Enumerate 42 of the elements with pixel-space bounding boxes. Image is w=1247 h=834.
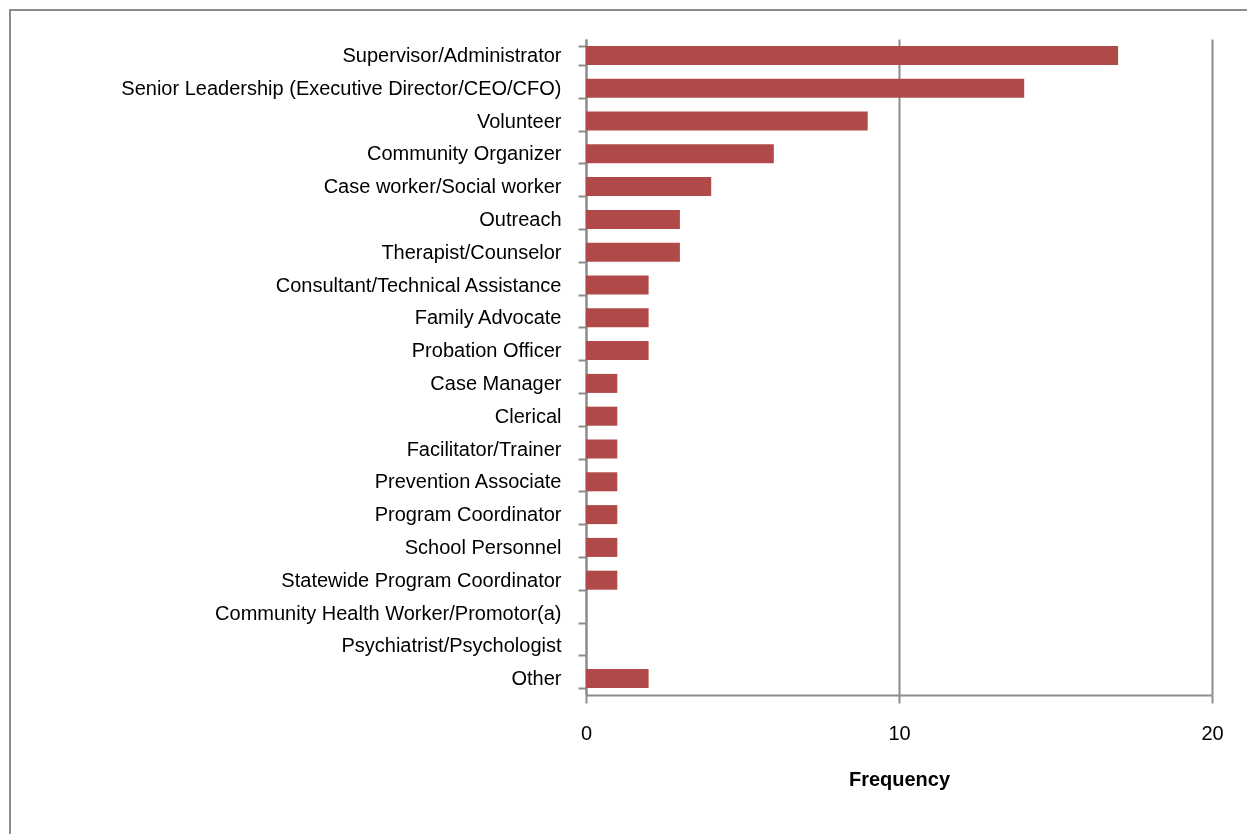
bar	[586, 373, 618, 393]
y-tick-label: Case worker/Social worker	[323, 175, 562, 198]
x-axis-title: Frequency	[848, 767, 951, 790]
y-tick-label: Prevention Associate	[374, 470, 562, 493]
y-tick-label: Consultant/Technical Assistance	[275, 273, 562, 296]
y-tick-label: Other	[511, 667, 562, 690]
y-tick-label: Case Manager	[430, 371, 562, 394]
y-tick-label: Family Advocate	[414, 306, 562, 329]
y-tick-label: Clerical	[494, 404, 562, 427]
bar	[586, 406, 618, 426]
y-tick-label: Psychiatrist/Psychologist	[341, 634, 562, 657]
bar	[586, 275, 649, 295]
bar	[586, 144, 774, 164]
y-tick-label: Facilitator/Trainer	[406, 437, 562, 460]
y-tick-label: Statewide Program Coordinator	[281, 568, 562, 591]
y-tick-label: Therapist/Counselor	[381, 240, 562, 263]
bar	[586, 242, 680, 262]
y-tick-label: Supervisor/Administrator	[342, 43, 562, 66]
bar	[586, 341, 649, 361]
y-tick-label: Volunteer	[476, 109, 562, 132]
y-tick-label: School Personnel	[404, 535, 562, 558]
bar	[586, 439, 618, 459]
bar	[586, 505, 618, 525]
bar	[586, 308, 649, 328]
y-tick-label: Program Coordinator	[374, 503, 562, 526]
bar	[586, 669, 649, 689]
y-tick-label: Outreach	[479, 207, 562, 230]
y-tick-label: Community Organizer	[366, 142, 562, 165]
bar	[586, 45, 1119, 65]
x-tick-label: 0	[580, 721, 593, 744]
bar	[586, 209, 680, 229]
x-tick-label: 10	[888, 721, 911, 744]
bar	[586, 78, 1025, 98]
y-tick-label: Community Health Worker/Promotor(a)	[215, 601, 562, 624]
bar	[586, 570, 618, 590]
bar	[586, 111, 868, 131]
bar	[586, 472, 618, 492]
bar	[586, 537, 618, 557]
x-tick-label: 20	[1201, 721, 1224, 744]
y-tick-label: Probation Officer	[411, 339, 562, 362]
bar	[586, 177, 712, 197]
y-tick-label: Senior Leadership (Executive Director/CEO/CFO)	[121, 76, 562, 99]
